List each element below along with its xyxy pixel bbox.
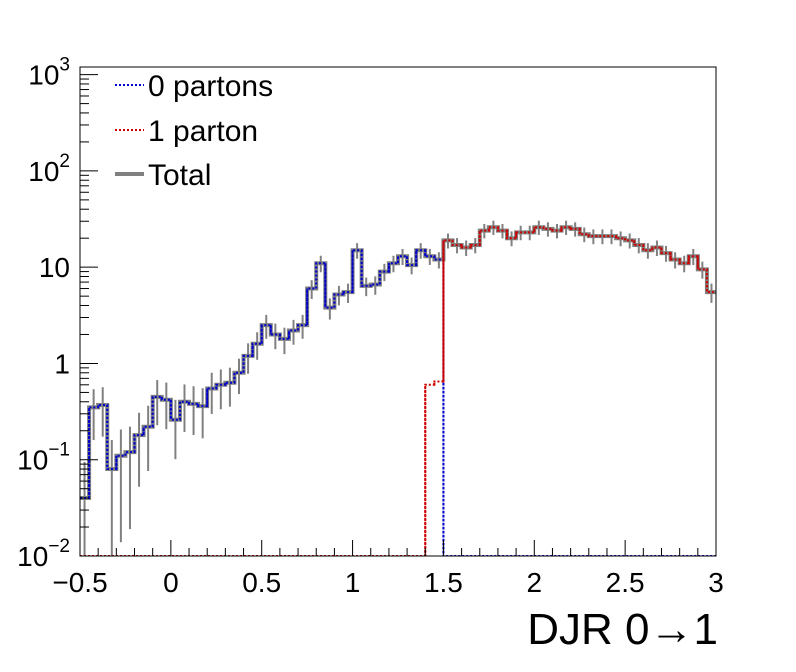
series-total: [80, 220, 716, 556]
legend-label: 1 parton: [148, 115, 258, 148]
x-tick-label: 1.5: [424, 567, 463, 598]
legend-entry-1-parton: 1 parton: [115, 115, 258, 148]
x-tick-label: −0.5: [52, 567, 107, 598]
x-tick-label: 3: [708, 567, 724, 598]
legend-label: Total: [148, 159, 211, 192]
y-tick-label: 10−1: [17, 440, 70, 476]
plot-frame: [79, 66, 717, 557]
x-tick-label: 1: [345, 567, 361, 598]
x-tick-label: 0: [163, 567, 179, 598]
legend: 0 partons 1 parton Total: [115, 70, 273, 192]
y-tick-label: 1: [54, 348, 70, 379]
x-axis-label: DJR 0→1: [527, 605, 718, 654]
y-tick-label: 10: [39, 252, 70, 283]
x-tick-label: 2.5: [606, 567, 645, 598]
y-tick-label: 103: [28, 55, 70, 91]
legend-entry-total: Total: [115, 159, 211, 192]
plot-area: [80, 220, 716, 556]
x-tick-label: 2: [526, 567, 542, 598]
series-line: [80, 249, 716, 556]
series-line: [80, 226, 716, 556]
y-tick-label: 102: [28, 151, 70, 187]
series-1-parton: [80, 226, 716, 556]
x-tick-labels: −0.5 0 0.5 1 1.5 2 2.5 3: [52, 567, 723, 598]
axes: [79, 66, 717, 557]
y-tick-label: 10−2: [17, 536, 70, 572]
legend-entry-0-partons: 0 partons: [115, 70, 273, 103]
x-tick-label: 0.5: [242, 567, 281, 598]
legend-label: 0 partons: [148, 70, 273, 103]
y-tick-labels: 10−2 10−1 1 10 102 103: [17, 55, 70, 572]
